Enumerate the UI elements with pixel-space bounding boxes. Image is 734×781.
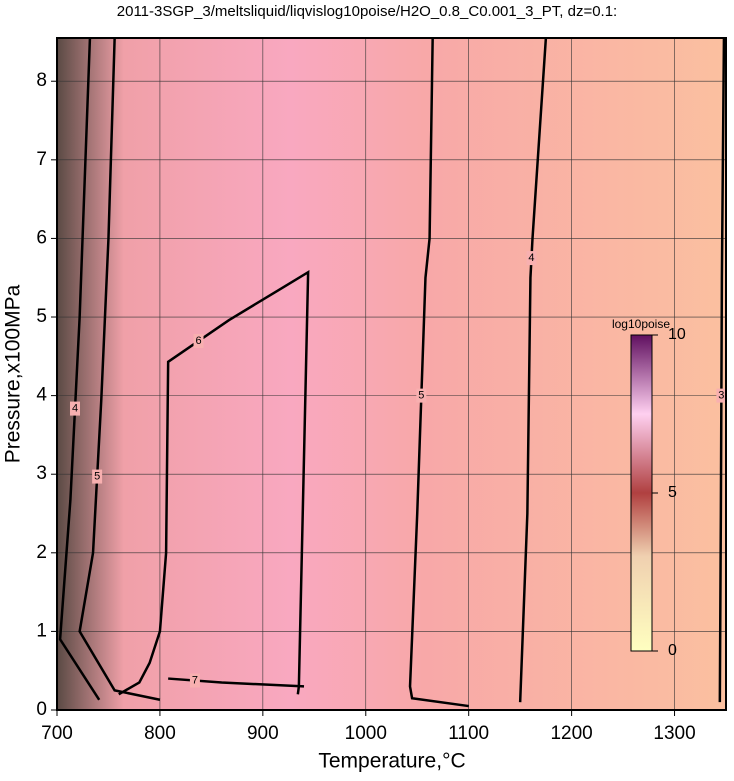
y-tick-label: 2 (36, 542, 47, 563)
y-tick-label: 8 (36, 70, 47, 91)
contour-label: 4 (528, 252, 534, 264)
y-tick-label: 6 (36, 227, 47, 248)
colorbar-label: log10poise (612, 317, 670, 331)
x-tick-label: 700 (41, 723, 73, 744)
contour-label-bg (189, 673, 200, 688)
x-tick-label: 900 (247, 723, 279, 744)
contour-label-bg (416, 388, 427, 403)
contour-label-bg (92, 469, 103, 484)
y-tick-label: 5 (36, 306, 47, 327)
contour-label-bg (716, 388, 727, 403)
contour-line (168, 677, 305, 688)
y-tick-label: 0 (36, 699, 47, 720)
colorbar (630, 334, 653, 652)
y-tick-label: 1 (36, 620, 47, 641)
contour-label-bg (70, 401, 81, 416)
colorbar-tick-label: 5 (668, 484, 677, 501)
contour-label: 4 (72, 402, 78, 414)
colorbar-tick-label: 0 (668, 642, 677, 659)
y-tick-label: 3 (36, 463, 47, 484)
contour-line (58, 37, 101, 701)
contour-label: 6 (195, 335, 201, 347)
y-tick-label: 7 (36, 149, 47, 170)
contour-label: 7 (192, 674, 198, 686)
contour-label-bg (526, 251, 537, 266)
plot-frame (56, 37, 727, 711)
y-tick-label: 4 (36, 385, 47, 406)
x-tick-label: 800 (144, 723, 176, 744)
contour-label-bg (193, 333, 204, 348)
x-tick-label: 1200 (550, 723, 592, 744)
contour-line (408, 37, 469, 708)
x-tick-label: 1000 (345, 723, 387, 744)
contour-line (518, 37, 548, 703)
x-axis-label: Temperature,°C (318, 750, 465, 773)
x-tick-label: 1300 (653, 723, 695, 744)
chart-title: 2011-3SGP_3/meltsliquid/liqvislog10poise… (117, 3, 617, 20)
colorbar-tick-label: 10 (668, 326, 686, 343)
x-tick-label: 1100 (448, 723, 489, 744)
contour-label: 5 (418, 390, 424, 402)
contour-label: 5 (94, 470, 100, 482)
contour-label: 3 (718, 390, 724, 402)
y-axis-label: Pressure,x100MPa (2, 284, 25, 463)
plot-background (57, 38, 726, 710)
contour-line (118, 269, 310, 696)
contour-line (78, 37, 161, 702)
